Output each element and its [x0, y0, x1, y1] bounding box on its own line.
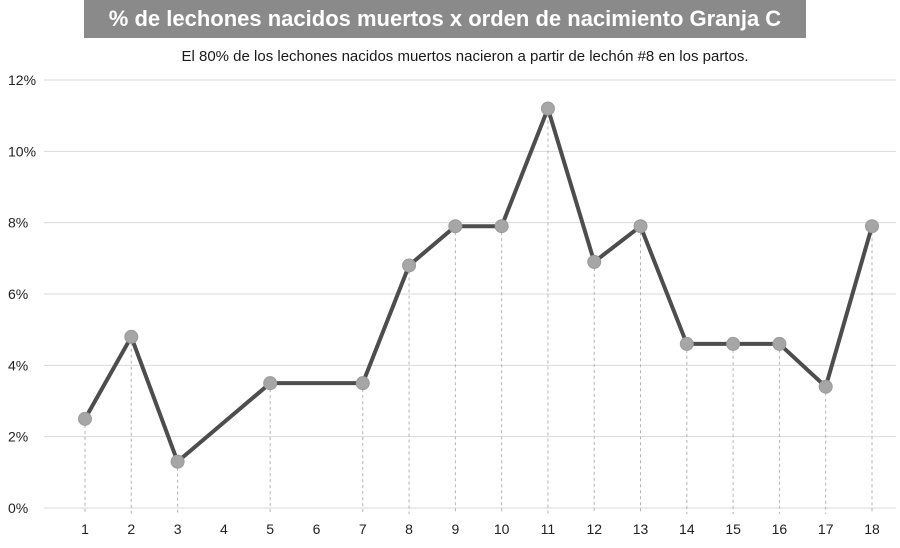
- y-tick-label: 10%: [8, 143, 36, 159]
- data-markers: [78, 101, 879, 469]
- y-tick-label: 8%: [8, 215, 28, 231]
- data-point: [263, 376, 278, 391]
- grid-lines: [44, 79, 896, 509]
- x-tick-label: 2: [127, 521, 135, 537]
- y-tick-label: 2%: [8, 429, 28, 445]
- x-tick-label: 15: [725, 521, 741, 537]
- y-tick-label: 12%: [8, 72, 36, 88]
- data-point: [448, 219, 463, 234]
- data-point: [679, 336, 694, 351]
- x-tick-label: 11: [541, 521, 556, 537]
- data-point: [633, 219, 648, 234]
- data-point: [540, 101, 555, 116]
- x-tick-label: 17: [818, 521, 834, 537]
- x-tick-label: 8: [405, 521, 413, 537]
- drop-lines: [84, 108, 873, 514]
- series-line: [83, 106, 874, 464]
- chart-subtitle: El 80% de los lechones nacidos muertos n…: [181, 48, 749, 65]
- data-point: [818, 379, 833, 394]
- x-tick-label: 6: [313, 521, 321, 537]
- x-tick-label: 3: [174, 521, 182, 537]
- y-tick-label: 0%: [8, 500, 28, 516]
- x-tick-label: 18: [864, 521, 880, 537]
- x-tick-label: 1: [81, 521, 89, 537]
- x-tick-label: 10: [494, 521, 510, 537]
- data-point: [587, 254, 602, 269]
- x-tick-label: 12: [586, 521, 602, 537]
- x-tick-label: 4: [220, 521, 228, 537]
- data-point: [355, 376, 370, 391]
- x-tick-label: 7: [359, 521, 367, 537]
- x-tick-label: 13: [633, 521, 649, 537]
- chart-title: % de lechones nacidos muertos x orden de…: [108, 6, 782, 31]
- data-point: [494, 219, 509, 234]
- x-axis-ticks: 1 2 3 4 5 6 7 8 9 10 11 12 13 14 15 16 17 18: [81, 521, 880, 537]
- x-tick-label: 9: [451, 521, 459, 537]
- data-point: [78, 411, 92, 426]
- chart-title-bar: % de lechones nacidos muertos x orden de…: [84, 0, 806, 38]
- data-point: [772, 336, 787, 351]
- series-line-layer: [83, 106, 874, 464]
- y-tick-label: 4%: [8, 357, 28, 373]
- x-tick-label: 5: [266, 521, 274, 537]
- data-point: [402, 258, 417, 273]
- data-point: [124, 329, 139, 344]
- x-tick-label: 14: [679, 521, 695, 537]
- data-point: [726, 336, 741, 351]
- data-point: [170, 454, 185, 469]
- data-point: [865, 219, 879, 234]
- x-tick-label: 16: [772, 521, 788, 537]
- y-tick-label: 6%: [8, 286, 28, 302]
- y-axis-ticks: 0% 2% 4% 6% 8% 10% 12%: [8, 72, 36, 516]
